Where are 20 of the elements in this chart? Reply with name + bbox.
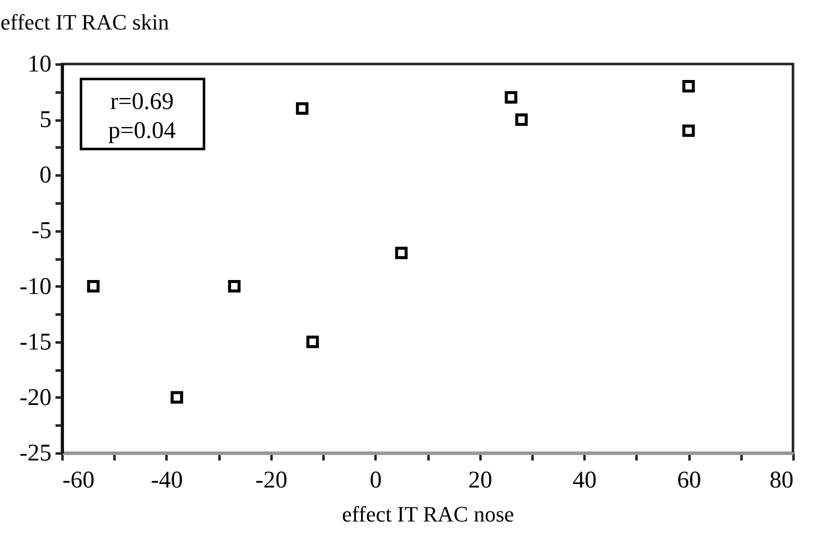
- y-tick-label: 0: [40, 162, 52, 189]
- x-tick-label: 80: [770, 468, 794, 494]
- x-tick-label: -60: [62, 468, 94, 494]
- x-tick-label: 20: [468, 468, 492, 494]
- y-tick-label: -25: [20, 440, 52, 466]
- x-axis-title: effect IT RAC nose: [342, 502, 514, 526]
- x-tick-label: 60: [677, 468, 702, 494]
- y-tick-label: -20: [20, 384, 52, 411]
- y-tick-label: -5: [32, 218, 52, 244]
- y-axis-title: effect IT RAC skin: [0, 10, 169, 34]
- annotation: r=0.69: [110, 89, 174, 115]
- x-tick-label: -20: [255, 468, 288, 494]
- y-tick-label: 10: [28, 52, 52, 78]
- y-tick-label: -10: [20, 274, 52, 300]
- x-tick-label: -40: [150, 468, 183, 494]
- x-tick-label: 0: [370, 468, 382, 494]
- x-tick-label: 40: [572, 468, 597, 494]
- y-tick-label: 5: [40, 107, 52, 134]
- annotation: p=0.04: [108, 118, 176, 144]
- y-tick-label: -15: [20, 329, 52, 356]
